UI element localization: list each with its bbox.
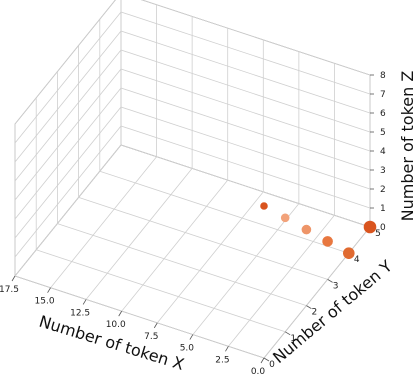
x-tick-label: 12.5 bbox=[70, 308, 90, 318]
data-point bbox=[301, 224, 312, 235]
gridline-z-left-wall bbox=[14, 144, 122, 277]
gridline-x-floor bbox=[121, 179, 229, 312]
x-tick-mark bbox=[225, 346, 229, 352]
x-tick-label: 7.5 bbox=[144, 332, 158, 342]
gridline-z-left-wall bbox=[14, 30, 122, 163]
gridline-z-right-wall bbox=[120, 87, 371, 171]
y-tick-label: 0 bbox=[269, 360, 275, 370]
y-tick-label: 5 bbox=[375, 229, 381, 239]
gridline-z-left-wall bbox=[14, 49, 122, 182]
data-point bbox=[280, 213, 290, 223]
gridline-z-left-wall bbox=[14, 87, 122, 220]
y-tick-label: 3 bbox=[333, 281, 339, 291]
gridline-z-right-wall bbox=[120, 144, 371, 228]
gridline-y-floor bbox=[99, 170, 349, 254]
gridline-y-floor bbox=[78, 197, 328, 280]
y-tick-mark bbox=[327, 279, 333, 283]
gridline-x-floor bbox=[228, 215, 335, 347]
x-tick-label: 0.0 bbox=[251, 367, 266, 377]
gridline-z-left-wall bbox=[14, 0, 116, 125]
z-tick-label: 2 bbox=[380, 185, 386, 195]
gridline-z-left-wall bbox=[14, 106, 122, 239]
z-tick-label: 5 bbox=[380, 128, 386, 138]
gridline-z-right-wall bbox=[120, 125, 371, 209]
x-tick-mark bbox=[118, 310, 123, 317]
x-tick-label: 2.5 bbox=[215, 355, 229, 365]
y-tick-label: 4 bbox=[354, 255, 360, 265]
y-tick-mark bbox=[306, 305, 312, 309]
data-point bbox=[342, 247, 355, 259]
gridline-y-floor bbox=[57, 223, 307, 306]
x-tick-mark bbox=[189, 334, 194, 340]
gridline-y-floor bbox=[36, 249, 286, 333]
z-tick-label: 8 bbox=[380, 71, 386, 81]
gridline-x-floor bbox=[50, 156, 157, 288]
x-tick-label: 10.0 bbox=[106, 320, 126, 330]
tick-marks: 0.02.55.07.510.012.515.017.5012345012345… bbox=[0, 71, 386, 377]
x-tick-mark bbox=[260, 357, 265, 364]
gridline-y-floor bbox=[14, 275, 265, 359]
data-point bbox=[363, 220, 377, 234]
y-tick-label: 2 bbox=[312, 308, 318, 318]
gridline-x-floor bbox=[85, 168, 193, 300]
x-tick-label: 15.0 bbox=[35, 297, 55, 307]
gridlines bbox=[14, 0, 371, 359]
x-tick-mark bbox=[82, 299, 87, 305]
z-tick-label: 1 bbox=[380, 204, 386, 214]
z-tick-label: 7 bbox=[380, 90, 386, 100]
y-tick-mark bbox=[263, 357, 270, 362]
gridline-z-left-wall bbox=[14, 11, 122, 144]
z-tick-label: 0 bbox=[380, 223, 386, 233]
data-points bbox=[260, 202, 377, 259]
x-tick-mark bbox=[153, 322, 158, 329]
x-tick-mark bbox=[11, 275, 16, 282]
z-tick-label: 3 bbox=[380, 166, 386, 176]
gridline-z-right-wall bbox=[120, 49, 371, 133]
gridline-x-floor bbox=[156, 191, 264, 324]
y-tick-mark bbox=[284, 331, 291, 336]
data-point bbox=[322, 236, 333, 247]
x-tick-label: 17.5 bbox=[0, 285, 19, 295]
gridline-z-right-wall bbox=[120, 68, 371, 152]
gridline-z-right-wall bbox=[120, 11, 371, 95]
x-tick-label: 5.0 bbox=[180, 344, 195, 354]
back-left-pane bbox=[14, 0, 122, 278]
y-tick-label: 1 bbox=[290, 334, 296, 344]
z-tick-label: 6 bbox=[380, 109, 386, 119]
gridline-x-floor bbox=[192, 203, 300, 335]
gridline-z-right-wall bbox=[140, 0, 371, 76]
gridline-z-left-wall bbox=[14, 125, 122, 258]
data-point bbox=[260, 202, 268, 210]
gridline-z-right-wall bbox=[120, 106, 371, 190]
z-tick-label: 4 bbox=[380, 147, 386, 157]
x-tick-mark bbox=[47, 287, 51, 293]
z-axis-label: Number of token Z bbox=[398, 71, 417, 222]
gridline-z-left-wall bbox=[14, 68, 122, 201]
gridline-z-right-wall bbox=[120, 30, 371, 114]
